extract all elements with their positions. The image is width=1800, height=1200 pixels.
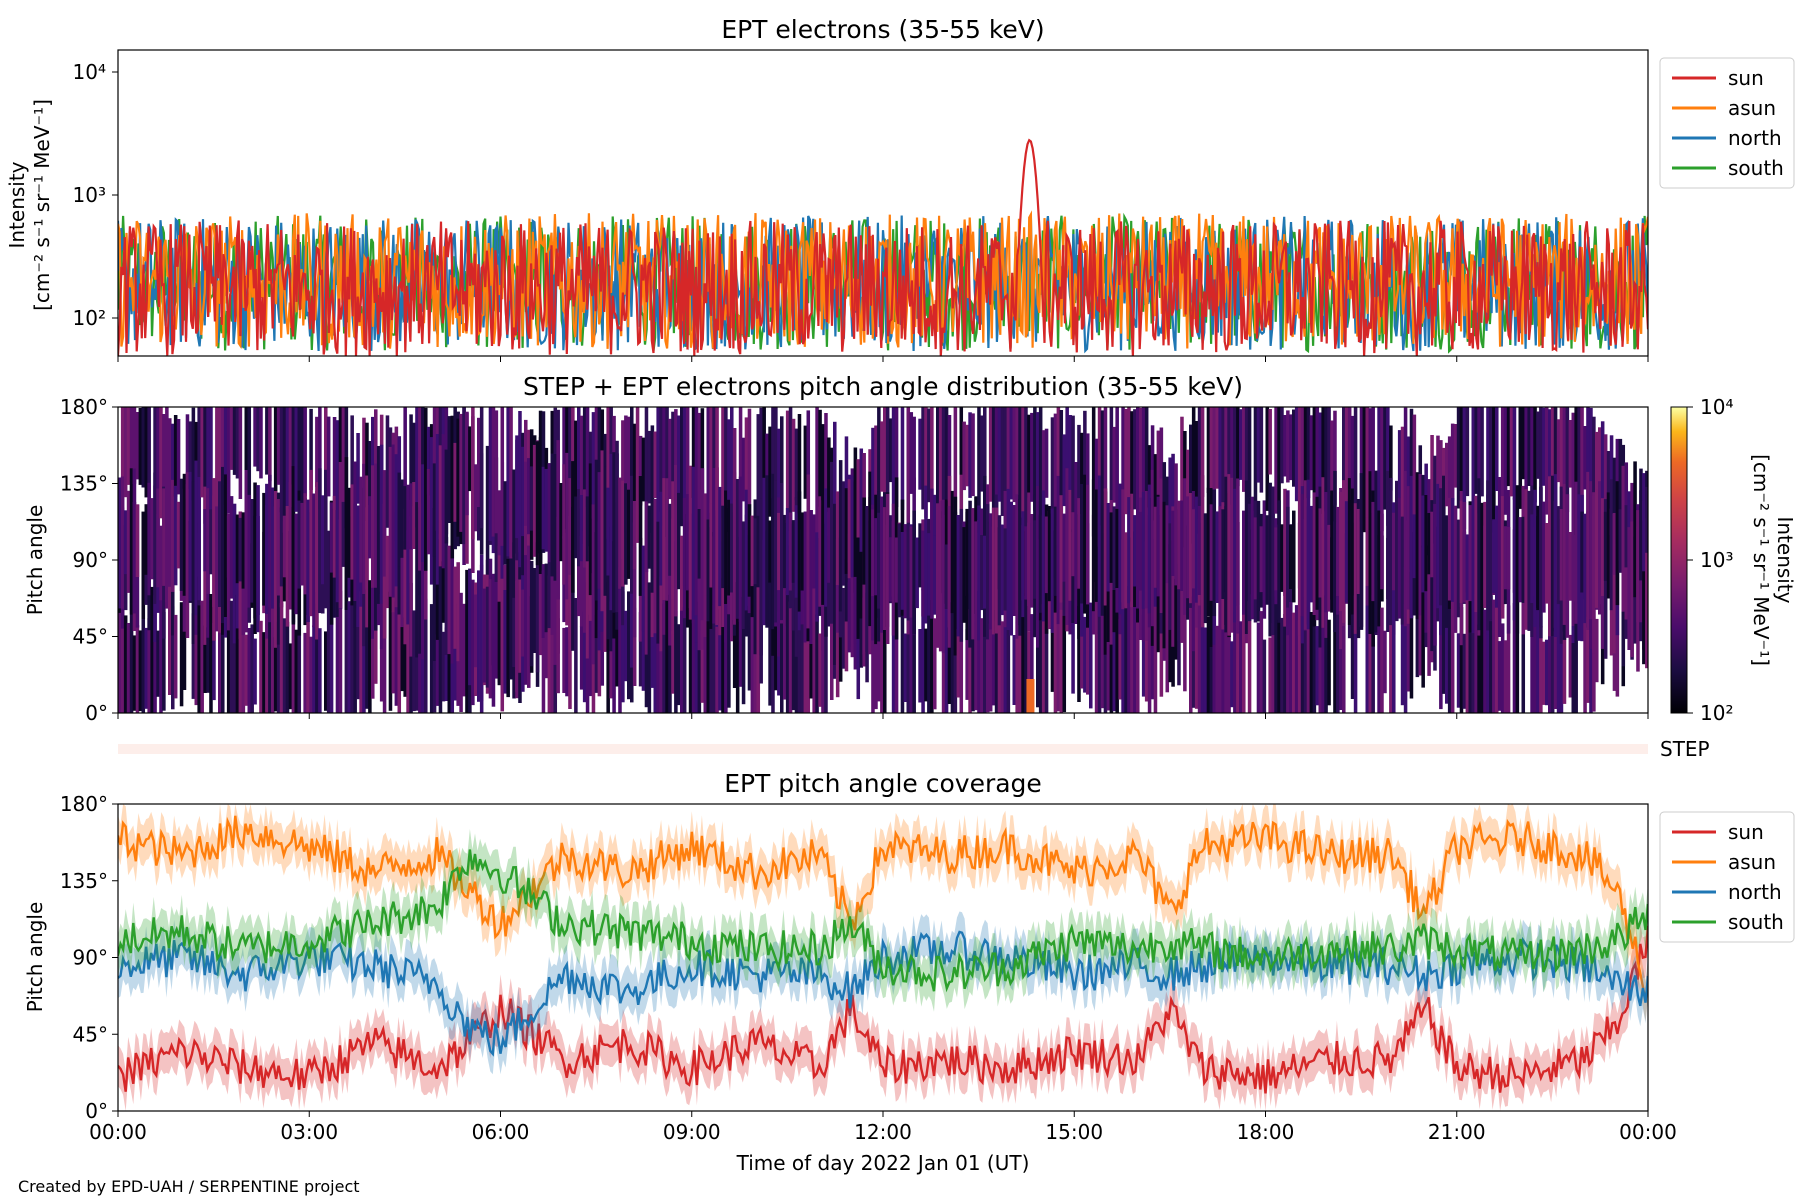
x-tick-label: 15:00 [1045,1120,1103,1144]
step-band [118,744,1648,754]
coverage-line-asun [118,815,1648,1002]
legend-label-north: north [1728,126,1782,150]
coverage-line-south [118,849,1648,993]
coverage-x-ticks: 00:00 03:00 06:00 09:00 12:00 15:00 18:00 21:00… [89,1111,1677,1144]
pad-spike-cell [1026,679,1035,713]
angle-tick-label: 0° [85,701,108,725]
x-tick-label: 21:00 [1428,1120,1486,1144]
coverage-y-ticks: 0° 45° 90° 135° 180° [60,792,118,1123]
pad-y-ticks: 0° 45° 90° 135° 180° [60,395,118,725]
intensity-ylabel-line2: [cm⁻² s⁻¹ sr⁻¹ MeV⁻¹] [30,99,54,311]
coverage-panel-title: EPT pitch angle coverage [724,769,1042,798]
colorbar-tick-label: 10⁴ [1700,395,1733,419]
angle-tick-label: 45° [73,625,108,649]
legend-label-south: south [1728,156,1784,180]
colorbar-tick-label: 10² [1700,701,1733,725]
coverage-series-group [118,804,1648,1111]
angle-tick-label: 180° [60,395,108,419]
intensity-x-ticks [117,356,1649,362]
x-axis-label: Time of day 2022 Jan 01 (UT) [736,1151,1030,1175]
coverage-line-north [118,930,1648,1057]
coverage-band-asun [118,804,1648,1022]
pad-panel-title: STEP + EPT electrons pitch angle distrib… [523,372,1243,401]
angle-tick-label: 90° [73,946,108,970]
intensity-y-ticks: 10² 10³ 10⁴ [73,60,118,330]
x-tick-label: 00:00 [89,1120,147,1144]
angle-tick-label: 135° [60,472,108,496]
colorbar-tick-label: 10³ [1700,548,1733,572]
legend-label-asun: asun [1728,850,1776,874]
angle-tick-label: 180° [60,792,108,816]
intensity-legend: sun asun north south [1659,57,1795,189]
angle-tick-label: 0° [85,1099,108,1123]
intensity-line-asun [118,210,1648,350]
angle-tick-label: 45° [73,1022,108,1046]
x-tick-label: 18:00 [1237,1120,1295,1144]
colorbar-label-line2: [cm⁻² s⁻¹ sr⁻¹ MeV⁻¹] [1749,454,1773,666]
coverage-line-sun [118,925,1648,1094]
intensity-series-group [118,138,1648,356]
angle-tick-label: 135° [60,869,108,893]
x-tick-label: 00:00 [1619,1120,1677,1144]
intensity-line-sun [118,138,1648,356]
colorbar-label-line1: Intensity [1773,516,1797,603]
legend-label-north: north [1728,880,1782,904]
step-label: STEP [1660,737,1710,761]
pad-ylabel: Pitch angle [23,505,47,616]
intensity-ytick-label: 10² [73,306,106,330]
x-tick-label: 03:00 [280,1120,338,1144]
pad-x-ticks [117,713,1649,719]
legend-label-sun: sun [1728,66,1764,90]
legend-label-south: south [1728,910,1784,934]
pad-heatmap [118,407,1648,713]
pad-colorbar: 10² 10³ 10⁴ Intensity [cm⁻² s⁻¹ sr⁻¹ MeV… [1670,395,1797,725]
x-tick-label: 06:00 [472,1120,530,1144]
coverage-legend: sun asun north south [1659,811,1795,943]
intensity-ytick-label: 10³ [73,183,106,207]
credit-text: Created by EPD-UAH / SERPENTINE project [18,1177,360,1196]
coverage-band-south [118,829,1648,1012]
legend-label-asun: asun [1728,96,1776,120]
angle-tick-label: 90° [73,548,108,572]
coverage-ylabel: Pitch angle [23,902,47,1013]
colorbar-gradient [1670,406,1688,714]
intensity-panel-title: EPT electrons (35-55 keV) [721,15,1044,44]
x-tick-label: 09:00 [663,1120,721,1144]
legend-label-sun: sun [1728,820,1764,844]
intensity-ytick-label: 10⁴ [73,60,106,84]
intensity-ylabel-line1: Intensity [5,161,29,248]
x-tick-label: 12:00 [854,1120,912,1144]
